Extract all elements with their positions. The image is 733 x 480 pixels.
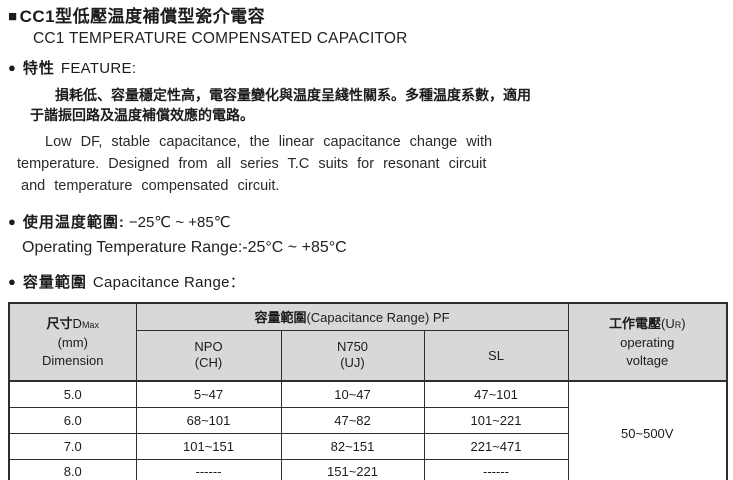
- feature-zh-line: 損耗低、容量穩定性高，電容量變化與温度呈綫性關系。多種温度系數，適用: [55, 87, 531, 103]
- cell-n750: 82~151: [280, 432, 425, 460]
- voltage-header-line2: operating: [620, 334, 675, 350]
- cell-dimension: 5.0: [8, 380, 137, 408]
- page-title-en: CC1 TEMPERATURE COMPENSATED CAPACITOR: [33, 30, 408, 47]
- feature-heading-en: FEATURE:: [60, 60, 137, 77]
- page-title-zh-text: CC1型低壓温度補償型瓷介電容: [19, 7, 266, 26]
- feature-en-line: Low DF, stable capacitance, the linear c…: [45, 134, 493, 150]
- capacitance-heading: ● 容量範圍 Capacitance Range：: [8, 273, 733, 292]
- cell-npo: 101~151: [135, 432, 282, 460]
- table-header: 尺寸DMax (mm) Dimension 容量範圍(Capacitance R…: [8, 302, 728, 382]
- cell-voltage: 50~500V: [567, 380, 728, 480]
- bullet-icon: ●: [8, 60, 16, 75]
- cell-n750: 10~47: [280, 380, 425, 408]
- table-subheader-row: NPO (CH) N750 (UJ) SL: [9, 329, 727, 382]
- cell-npo: ------: [135, 458, 282, 480]
- cell-n750: 47~82: [280, 406, 425, 434]
- col-header-npo: NPO (CH): [135, 329, 282, 382]
- cell-sl: 221~471: [423, 432, 569, 460]
- dimension-header-line3: Dimension: [42, 352, 104, 368]
- cell-sl: ------: [423, 458, 569, 480]
- temperature-range-zh: −25℃ ~ +85℃: [128, 214, 231, 231]
- cell-dimension: 6.0: [8, 406, 137, 434]
- dimension-header-line1: 尺寸DMax: [46, 315, 99, 331]
- table-row: 7.0 101~151 82~151 221~471: [8, 432, 727, 460]
- table-body: 5.0 5~47 10~47 47~101 50~500V 6.0 68~101…: [8, 380, 728, 480]
- title-block: ■ CC1型低壓温度補償型瓷介電容 CC1 TEMPERATURE COMPENS…: [0, 0, 733, 47]
- page-title-zh: ■ CC1型低壓温度補償型瓷介電容: [8, 7, 733, 28]
- cell-npo: 68~101: [135, 406, 282, 434]
- col-header-sl: SL: [423, 329, 569, 382]
- feature-heading-zh: 特性: [22, 60, 55, 77]
- table-row: 8.0 ------ 151~221 ------: [8, 458, 727, 480]
- capacitance-table: 尺寸DMax (mm) Dimension 容量範圍(Capacitance R…: [8, 302, 729, 480]
- col-header-dimension: 尺寸DMax (mm) Dimension: [8, 302, 137, 382]
- table-row: 6.0 68~101 47~82 101~221: [8, 406, 727, 434]
- col-header-n750: N750 (UJ): [280, 329, 425, 382]
- feature-heading: ● 特性 FEATURE:: [8, 59, 733, 78]
- col-header-operating-voltage: 工作電壓(UR) operating voltage: [567, 302, 728, 382]
- feature-en-line: temperature. Designed from all series T.…: [17, 156, 487, 172]
- cell-dimension: 7.0: [8, 432, 137, 460]
- capacitance-heading-en: Capacitance Range：: [92, 274, 246, 291]
- cell-dimension: 8.0: [8, 458, 137, 480]
- col-header-capacitance-range: 容量範圍(Capacitance Range) PF: [135, 302, 569, 331]
- cell-sl: 101~221: [423, 406, 569, 434]
- table-row: 5.0 5~47 10~47 47~101 50~500V: [8, 380, 728, 480]
- feature-paragraph-zh: 損耗低、容量穩定性高，電容量變化與温度呈綫性關系。多種温度系數，適用 于諧振回路…: [0, 86, 733, 125]
- voltage-header-line1: 工作電壓(UR): [608, 315, 686, 331]
- temperature-heading: ● 使用温度範圍: −25℃ ~ +85℃: [8, 213, 733, 232]
- bullet-icon: ●: [8, 214, 16, 229]
- cell-n750: 151~221: [280, 458, 425, 480]
- voltage-header-line3: voltage: [626, 352, 669, 368]
- square-bullet-icon: ■: [8, 8, 18, 25]
- cell-sl: 47~101: [423, 380, 569, 408]
- table-header-row: 尺寸DMax (mm) Dimension 容量範圍(Capacitance R…: [8, 302, 728, 382]
- bullet-icon: ●: [8, 274, 16, 289]
- feature-en-line: and temperature compensated circuit.: [21, 178, 280, 194]
- capacitance-heading-zh: 容量範圍: [22, 274, 87, 291]
- feature-zh-line: 于諧振回路及温度補償效應的電路。: [30, 107, 254, 123]
- dimension-header-line2: (mm): [57, 334, 88, 350]
- temperature-range-en: Operating Temperature Range:-25°C ~ +85°…: [22, 239, 347, 256]
- temperature-heading-zh: 使用温度範圍:: [22, 214, 125, 231]
- cell-npo: 5~47: [135, 380, 282, 408]
- feature-paragraph-en: Low DF, stable capacitance, the linear c…: [0, 131, 733, 197]
